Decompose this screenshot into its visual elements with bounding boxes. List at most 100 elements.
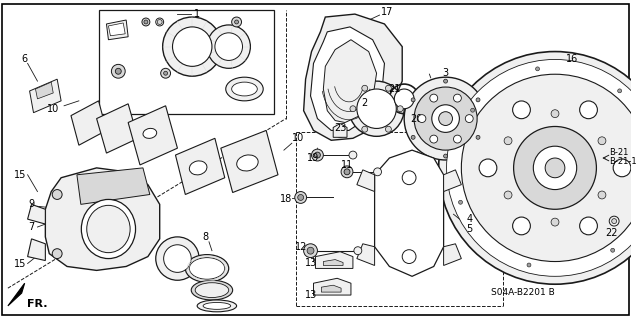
Circle shape: [513, 217, 531, 235]
Text: 9: 9: [29, 199, 35, 209]
Ellipse shape: [81, 199, 136, 259]
Polygon shape: [28, 204, 45, 224]
Text: FR.: FR.: [28, 299, 48, 309]
Circle shape: [402, 171, 416, 185]
Circle shape: [163, 17, 222, 76]
Circle shape: [394, 89, 414, 109]
Circle shape: [514, 126, 596, 209]
Text: 15: 15: [13, 258, 26, 269]
Polygon shape: [45, 168, 160, 271]
Text: 2: 2: [362, 98, 368, 108]
Circle shape: [232, 17, 241, 27]
Circle shape: [362, 85, 368, 91]
Circle shape: [476, 98, 480, 102]
Circle shape: [411, 98, 415, 102]
Text: 19: 19: [307, 153, 319, 163]
Circle shape: [418, 115, 426, 122]
Bar: [99, 10, 274, 114]
Polygon shape: [314, 278, 351, 295]
Ellipse shape: [197, 300, 237, 312]
Polygon shape: [323, 40, 376, 122]
Bar: [432, 79, 460, 81]
Ellipse shape: [191, 280, 233, 300]
Circle shape: [430, 94, 438, 102]
Polygon shape: [333, 123, 347, 137]
Circle shape: [164, 245, 191, 272]
Circle shape: [215, 33, 243, 60]
Circle shape: [307, 247, 314, 254]
Circle shape: [164, 71, 168, 75]
Circle shape: [303, 244, 317, 257]
Circle shape: [533, 146, 577, 189]
Polygon shape: [128, 106, 177, 165]
Polygon shape: [28, 239, 45, 261]
Circle shape: [430, 135, 438, 143]
Polygon shape: [97, 104, 138, 153]
Text: 6: 6: [22, 55, 28, 64]
Circle shape: [545, 158, 565, 178]
Circle shape: [157, 19, 162, 25]
Ellipse shape: [195, 283, 228, 298]
Text: 16: 16: [566, 55, 578, 64]
Circle shape: [295, 191, 307, 204]
Circle shape: [335, 128, 345, 137]
Circle shape: [432, 105, 460, 132]
Circle shape: [404, 77, 487, 160]
Polygon shape: [71, 101, 106, 145]
Circle shape: [357, 89, 396, 129]
Polygon shape: [321, 285, 341, 292]
Circle shape: [438, 52, 640, 284]
Circle shape: [447, 59, 640, 276]
Text: 15: 15: [13, 170, 26, 180]
Circle shape: [438, 112, 452, 125]
Circle shape: [235, 20, 239, 24]
Circle shape: [504, 137, 512, 145]
Text: 4: 4: [466, 214, 472, 224]
Text: 18: 18: [280, 194, 292, 204]
Circle shape: [618, 89, 621, 93]
Circle shape: [350, 106, 356, 112]
Circle shape: [536, 67, 540, 71]
Ellipse shape: [232, 82, 257, 96]
Circle shape: [52, 249, 62, 259]
Text: 20: 20: [410, 114, 422, 123]
Circle shape: [344, 169, 350, 175]
Circle shape: [454, 94, 461, 102]
Polygon shape: [77, 168, 150, 204]
Circle shape: [444, 154, 447, 158]
Text: 23: 23: [334, 123, 346, 133]
Polygon shape: [221, 130, 278, 193]
Circle shape: [513, 101, 531, 119]
Circle shape: [612, 219, 616, 224]
Text: 7: 7: [28, 222, 35, 232]
Circle shape: [611, 248, 614, 252]
Polygon shape: [316, 252, 353, 268]
Polygon shape: [323, 260, 343, 265]
Ellipse shape: [189, 161, 207, 175]
Ellipse shape: [143, 128, 157, 138]
Text: 17: 17: [381, 7, 394, 17]
Circle shape: [444, 79, 447, 83]
Circle shape: [349, 151, 357, 159]
Circle shape: [476, 135, 480, 139]
Ellipse shape: [186, 255, 228, 282]
Circle shape: [458, 200, 463, 204]
Circle shape: [142, 18, 150, 26]
Polygon shape: [444, 244, 461, 265]
Circle shape: [504, 191, 512, 199]
Ellipse shape: [203, 302, 230, 309]
Text: 13: 13: [305, 257, 317, 268]
Text: S04A-B2201 B: S04A-B2201 B: [491, 288, 554, 297]
Circle shape: [385, 126, 392, 132]
Circle shape: [479, 159, 497, 177]
Circle shape: [362, 126, 368, 132]
Polygon shape: [106, 20, 128, 40]
Circle shape: [598, 137, 606, 145]
Circle shape: [314, 152, 321, 158]
Circle shape: [609, 216, 619, 226]
Circle shape: [461, 74, 640, 262]
Circle shape: [111, 64, 125, 78]
Circle shape: [156, 18, 164, 26]
Text: B-21: B-21: [609, 148, 628, 157]
Circle shape: [341, 166, 353, 178]
